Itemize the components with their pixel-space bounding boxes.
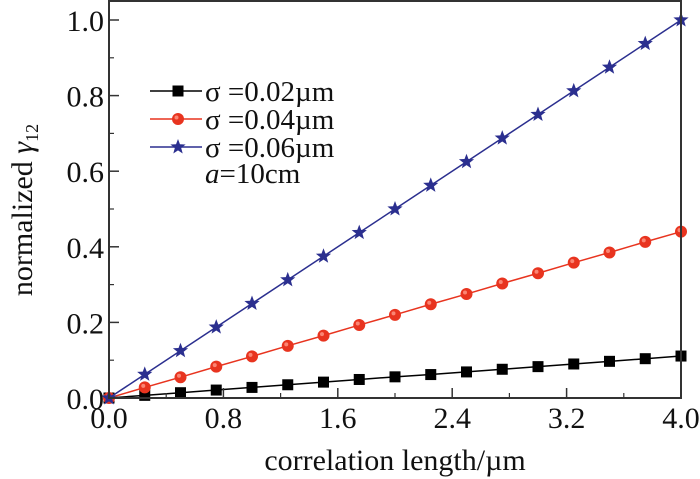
data-point xyxy=(175,387,186,399)
data-point xyxy=(460,288,473,301)
data-point xyxy=(387,201,403,216)
data-point-highlight xyxy=(320,332,324,337)
data-point xyxy=(317,329,330,342)
series-2 xyxy=(103,225,687,404)
y-tick-label: 0.2 xyxy=(67,307,105,340)
data-point-highlight xyxy=(641,238,646,243)
data-point xyxy=(424,298,437,311)
ticks: 0.0 0.8 1.6 2.4 3.2 4.0 0.0 0.2 0.4 0.6 0.8 1.0 xyxy=(67,5,700,435)
legend-item: σ =0.04µm xyxy=(150,104,335,136)
data-point xyxy=(496,363,508,375)
data-point xyxy=(353,373,365,385)
data-point xyxy=(423,177,439,192)
x-tick-label: 2.4 xyxy=(433,402,471,435)
x-tick-label: 3.2 xyxy=(548,402,586,435)
data-point xyxy=(639,353,651,365)
y-tick-label: 0.6 xyxy=(67,156,105,189)
data-point xyxy=(461,366,472,378)
data-point xyxy=(604,355,615,367)
data-point xyxy=(639,235,652,248)
plot-frame xyxy=(108,0,682,399)
y-axis-title: normalized γ12 xyxy=(6,124,42,296)
data-point xyxy=(567,256,580,269)
data-point xyxy=(174,371,187,384)
y-axis-title-symbol: γ xyxy=(6,141,39,154)
data-point-highlight xyxy=(355,321,360,326)
series-3 xyxy=(101,12,689,405)
data-point-highlight xyxy=(534,269,539,274)
y-tick-label: 0.4 xyxy=(67,232,105,265)
data-point-highlight xyxy=(141,383,146,388)
legend-item: σ =0.06µm xyxy=(150,132,335,164)
data-point xyxy=(210,384,222,396)
data-point xyxy=(318,376,329,388)
data-point xyxy=(530,106,546,121)
data-point xyxy=(532,267,544,280)
data-point xyxy=(246,381,258,393)
legend-label: σ =0.04µm xyxy=(205,104,335,136)
data-point-highlight xyxy=(463,290,467,295)
x-tick-label: 0.0 xyxy=(90,402,128,435)
legend-marker-highlight xyxy=(174,115,179,120)
data-point-highlight xyxy=(606,248,610,253)
x-tick-label: 1.6 xyxy=(319,402,357,435)
data-point xyxy=(566,82,582,98)
data-point xyxy=(637,35,653,51)
data-point xyxy=(389,308,401,321)
legend-marker xyxy=(172,85,184,97)
annotation-variable: a xyxy=(205,158,220,190)
data-point xyxy=(568,358,580,370)
data-point xyxy=(494,130,510,145)
legend-marker xyxy=(172,113,184,125)
annotation-value: =10cm xyxy=(220,158,301,190)
data-point xyxy=(532,361,544,373)
legend-label: σ =0.02µm xyxy=(205,76,335,108)
data-point xyxy=(601,59,618,74)
y-tick-label: 1.0 xyxy=(67,5,105,38)
legend-label: σ =0.06µm xyxy=(205,132,335,164)
data-point-highlight xyxy=(212,363,217,368)
data-point xyxy=(244,295,260,310)
y-tick-label: 0.0 xyxy=(67,383,105,416)
data-point-highlight xyxy=(427,300,432,305)
data-point xyxy=(210,360,223,373)
x-tick-label: 0.8 xyxy=(205,402,243,435)
data-point xyxy=(246,350,258,363)
y-axis-title-subscript: 12 xyxy=(22,124,42,142)
data-point xyxy=(139,389,151,401)
data-point xyxy=(208,319,224,334)
data-point-highlight xyxy=(248,352,253,357)
data-point xyxy=(281,339,294,352)
data-point-highlight xyxy=(177,373,181,378)
y-tick-label: 0.8 xyxy=(67,81,105,114)
annotation: a=10cm xyxy=(205,158,301,190)
x-axis-title: correlation length/µm xyxy=(264,444,525,477)
data-point xyxy=(389,371,401,383)
data-point xyxy=(603,246,616,259)
data-point xyxy=(282,379,294,391)
data-point xyxy=(138,381,151,394)
legend-marker xyxy=(170,139,186,154)
data-point-highlight xyxy=(570,259,575,264)
y-axis-title-text: normalized xyxy=(6,154,39,296)
data-point xyxy=(137,366,153,381)
data-point-highlight xyxy=(284,342,289,347)
data-point xyxy=(280,271,296,287)
data-point xyxy=(353,319,366,332)
data-point xyxy=(351,224,367,240)
data-point xyxy=(458,153,475,169)
data-point xyxy=(425,369,437,381)
data-point xyxy=(496,277,509,290)
data-point-highlight xyxy=(391,311,396,316)
data-point xyxy=(315,248,332,263)
data-point-highlight xyxy=(498,279,503,284)
x-tick-label: 4.0 xyxy=(662,402,700,435)
legend-item: σ =0.02µm xyxy=(150,76,335,108)
series-layer xyxy=(101,12,689,405)
data-point xyxy=(172,342,189,358)
